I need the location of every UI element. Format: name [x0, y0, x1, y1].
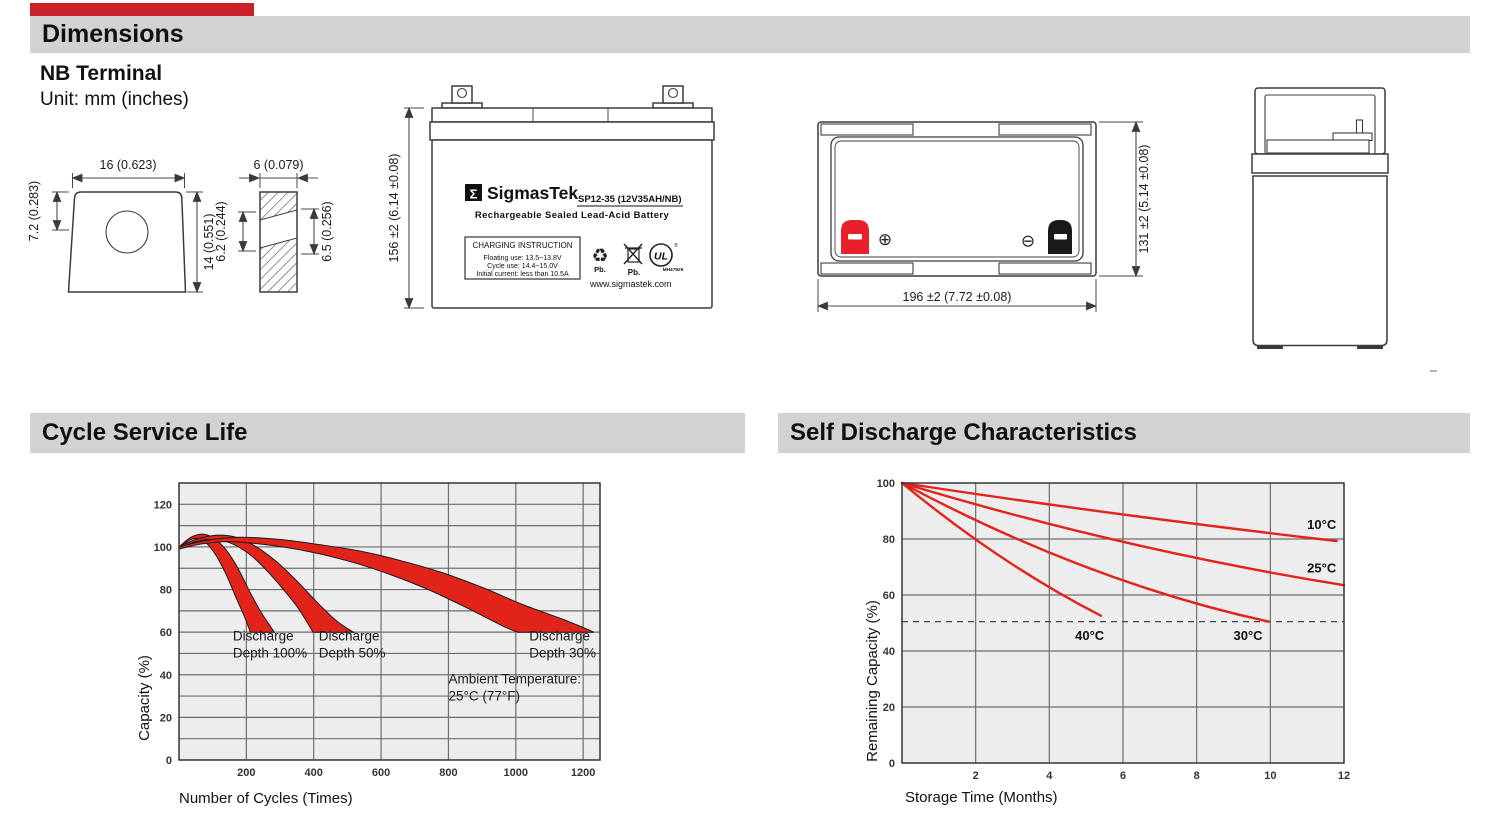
svg-text:1200: 1200: [571, 767, 595, 779]
svg-text:Number of Cycles (Times): Number of Cycles (Times): [179, 790, 353, 807]
svg-text:Depth 50%: Depth 50%: [319, 646, 386, 661]
terminal-side-view: 6 (0.079) 6.2 (0.244) 6.5 (0.256): [214, 158, 334, 293]
section-title-dimensions: Dimensions: [42, 20, 184, 48]
svg-text:40: 40: [883, 646, 895, 658]
svg-text:100: 100: [877, 478, 895, 490]
cycle-service-life-chart: 0 20 40 60 80 100 120 200 400 600 800 1000 1200 Capac…: [120, 470, 650, 825]
svg-text:6: 6: [1120, 770, 1126, 782]
dim-battery-depth: 131 ±2 (5.14 ±0.08): [1137, 145, 1151, 254]
battery-type-label: Rechargeable Sealed Lead-Acid Battery: [475, 210, 670, 221]
dim-battery-width: 196 ±2 (7.72 ±0.08): [903, 290, 1012, 304]
svg-text:120: 120: [154, 499, 172, 511]
svg-text:Depth 100%: Depth 100%: [233, 646, 307, 661]
svg-text:600: 600: [372, 767, 390, 779]
ul-file-number: MH47929: [663, 267, 684, 273]
dim-terminal-width: 16 (0.623): [100, 158, 157, 172]
dim-terminal-height: 14 (0.551): [202, 214, 216, 271]
charging-instruction-box: [464, 236, 581, 280]
battery-top-view: ⊕ ⊖ 131 ±2 (5.14 ±0.08) 196 ±2 (7.72 ±0.…: [816, 120, 1151, 312]
svg-text:Storage Time (Months): Storage Time (Months): [905, 789, 1058, 806]
svg-text:40°C: 40°C: [1075, 628, 1105, 643]
stray-mark: [1430, 370, 1437, 372]
svg-text:Depth 30%: Depth 30%: [529, 646, 596, 661]
svg-text:25°C: 25°C: [1307, 561, 1337, 576]
cycle-service-life-svg: 0 20 40 60 80 100 120 200 400 600 800 1000 1200 Capac…: [136, 482, 601, 807]
svg-text:400: 400: [305, 767, 323, 779]
charging-line-cycle: Cycle use: 14.4~15.0V: [487, 263, 558, 270]
svg-text:Remaining Capacity (%): Remaining Capacity (%): [864, 600, 881, 762]
svg-text:10°C: 10°C: [1307, 517, 1337, 532]
svg-text:Discharge: Discharge: [233, 629, 294, 644]
svg-text:40: 40: [160, 670, 172, 682]
svg-text:8: 8: [1194, 770, 1200, 782]
svg-text:80: 80: [883, 534, 895, 546]
svg-text:0: 0: [889, 758, 895, 770]
pb-recycle-label: Pb.: [594, 265, 606, 274]
negative-terminal-slot: [1054, 234, 1067, 240]
svg-text:Discharge: Discharge: [319, 629, 380, 644]
svg-text:60: 60: [160, 627, 172, 639]
svg-text:UL: UL: [654, 251, 668, 263]
brand-name: SigmasTek: [487, 183, 578, 203]
svg-text:12: 12: [1338, 770, 1350, 782]
section-header-self-discharge: Self Discharge Characteristics: [778, 413, 1470, 453]
battery-front-view: 156 ±2 (6.14 ±0.08) Σ SigmasTek SP12-35 …: [387, 85, 715, 310]
section-title-cycle: Cycle Service Life: [42, 419, 248, 446]
sigma-logo-box: [465, 184, 482, 201]
svg-text:20: 20: [160, 712, 172, 724]
svg-text:800: 800: [439, 767, 457, 779]
unit-note: Unit: mm (inches): [40, 89, 189, 110]
svg-text:10: 10: [1264, 770, 1276, 782]
terminal-type-label: NB Terminal: [40, 62, 163, 85]
svg-text:Capacity (%): Capacity (%): [136, 655, 153, 741]
dim-side-width: 6 (0.079): [253, 158, 303, 172]
dim-side-inner: 6.2 (0.244): [214, 201, 228, 261]
sigma-logo-icon: Σ: [470, 187, 478, 202]
dim-battery-height: 156 ±2 (6.14 ±0.08): [387, 154, 401, 263]
self-discharge-svg: 10°C 25°C 30°C 40°C 0 20 40 60 80 100 2 4 6 8 10 12 Rema…: [864, 478, 1350, 806]
svg-text:200: 200: [237, 767, 255, 779]
charging-title: CHARGING INSTRUCTION: [473, 241, 573, 250]
svg-text:60: 60: [883, 590, 895, 602]
crossed-bin-icon: [623, 243, 643, 265]
website-url: www.sigmastek.com: [589, 279, 672, 289]
svg-text:4: 4: [1046, 770, 1053, 782]
svg-text:30°C: 30°C: [1234, 628, 1264, 643]
section-header-dimensions: Dimensions: [30, 16, 1470, 53]
svg-text:2: 2: [973, 770, 979, 782]
model-number: SP12-35 (12V35AH/NB): [578, 194, 682, 205]
battery-side-view: [1251, 87, 1389, 349]
svg-text:Ambient Temperature:: Ambient Temperature:: [448, 671, 581, 686]
svg-text:1000: 1000: [504, 767, 528, 779]
battery-side-body: [1251, 87, 1389, 349]
battery-front-body: [429, 85, 715, 309]
self-discharge-chart: 10°C 25°C 30°C 40°C 0 20 40 60 80 100 2 4 6 8 10 12 Rema…: [860, 470, 1380, 825]
charging-line-floating: Floating use: 13.5~13.8V: [483, 255, 561, 262]
charging-line-initial: Initial current: less than 10.5A: [476, 271, 569, 278]
recycle-icon: ♻: [591, 246, 608, 267]
dim-terminal-upper: 7.2 (0.283): [27, 181, 41, 241]
section-header-cycle-service-life: Cycle Service Life: [30, 413, 745, 453]
svg-text:80: 80: [160, 585, 172, 597]
svg-text:0: 0: [166, 755, 172, 767]
terminal-detail-drawing: 16 (0.623) 7.2 (0.283) 14 (0.551) 6 (0.0…: [27, 158, 334, 294]
pb-bin-label: Pb.: [628, 268, 640, 277]
positive-terminal-slot: [848, 234, 862, 240]
battery-label: Σ SigmasTek SP12-35 (12V35AH/NB) Recharg…: [464, 183, 684, 289]
svg-text:Discharge: Discharge: [529, 629, 590, 644]
ul-mark-icon: UL ®: [649, 242, 678, 267]
minus-circle-icon: ⊖: [1021, 232, 1035, 251]
terminal-front-view: 16 (0.623) 7.2 (0.283) 14 (0.551): [27, 158, 216, 294]
section-title-self-discharge: Self Discharge Characteristics: [790, 419, 1137, 446]
battery-top-body: [817, 121, 1097, 277]
svg-text:100: 100: [154, 542, 172, 554]
dim-side-outer: 6.5 (0.256): [320, 201, 334, 261]
top-red-bar: [30, 3, 254, 16]
svg-text:20: 20: [883, 702, 895, 714]
plus-circle-icon: ⊕: [878, 230, 892, 249]
svg-text:25°C (77°F): 25°C (77°F): [448, 688, 520, 703]
ul-registered-mark: ®: [674, 242, 678, 249]
